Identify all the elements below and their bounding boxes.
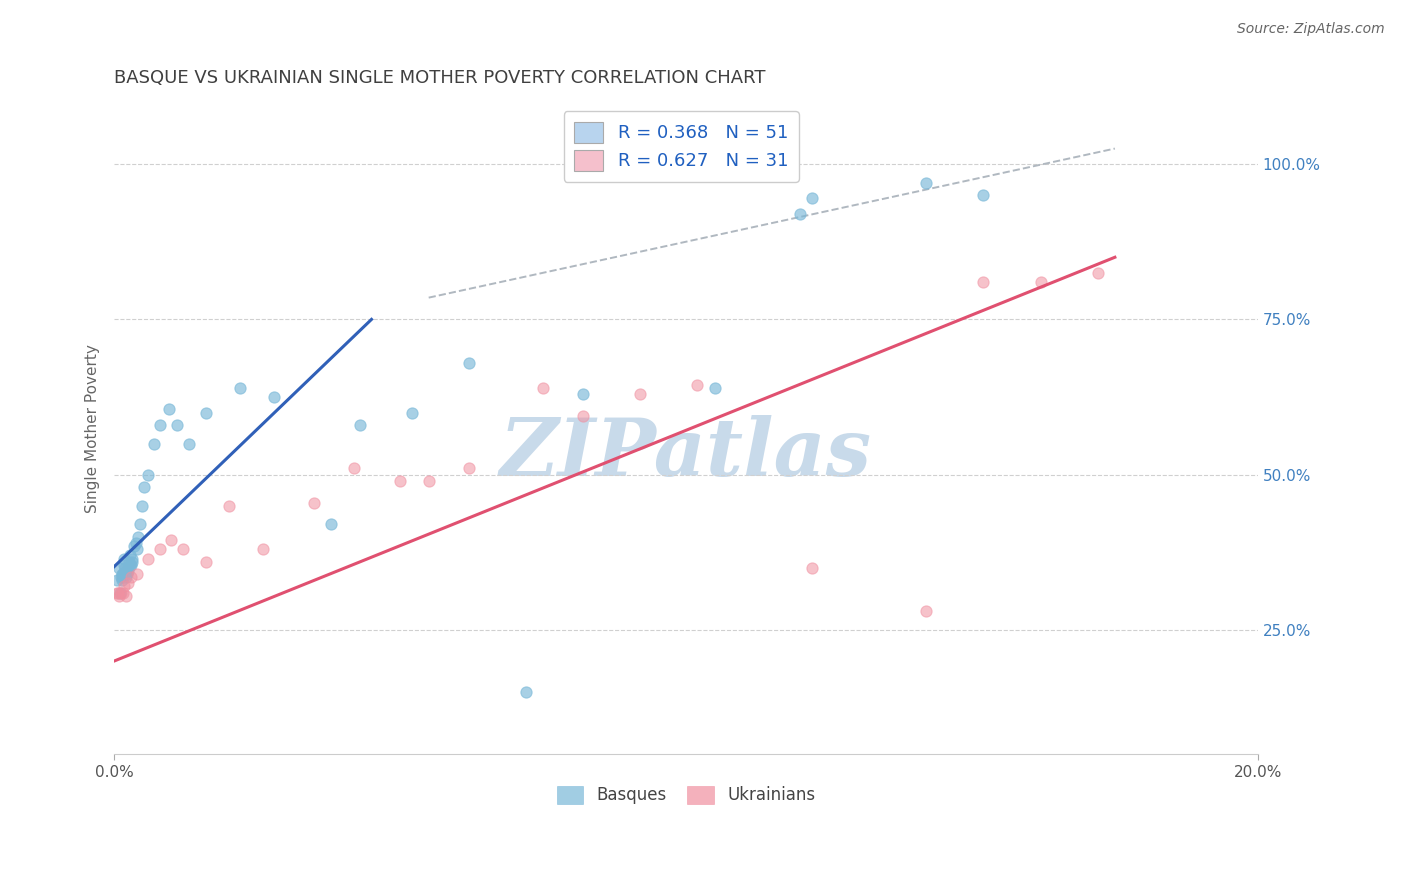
Point xyxy=(1029,275,1052,289)
Point xyxy=(114,564,136,578)
Point xyxy=(252,542,274,557)
Point xyxy=(120,549,142,563)
Point xyxy=(108,585,131,599)
Point xyxy=(125,567,148,582)
Point xyxy=(418,474,440,488)
Point xyxy=(131,499,153,513)
Point xyxy=(686,377,709,392)
Point xyxy=(114,551,136,566)
Point xyxy=(789,207,811,221)
Point xyxy=(115,570,138,584)
Point xyxy=(349,417,371,432)
Point xyxy=(149,417,172,432)
Point xyxy=(129,517,152,532)
Point xyxy=(117,561,139,575)
Point xyxy=(120,570,142,584)
Point xyxy=(143,436,166,450)
Point xyxy=(177,436,200,450)
Point xyxy=(108,589,131,603)
Point xyxy=(972,188,994,202)
Point xyxy=(229,381,252,395)
Point xyxy=(915,176,938,190)
Point xyxy=(114,589,136,603)
Point xyxy=(118,555,141,569)
Point xyxy=(132,480,155,494)
Point xyxy=(572,387,595,401)
Point xyxy=(800,561,823,575)
Point xyxy=(157,402,180,417)
Point xyxy=(160,533,183,547)
Text: BASQUE VS UKRAINIAN SINGLE MOTHER POVERTY CORRELATION CHART: BASQUE VS UKRAINIAN SINGLE MOTHER POVERT… xyxy=(114,69,766,87)
Point xyxy=(111,567,134,582)
Point xyxy=(122,539,145,553)
Text: ZIPatlas: ZIPatlas xyxy=(501,416,872,493)
Point xyxy=(111,585,134,599)
Point xyxy=(118,558,141,572)
Point xyxy=(107,561,129,575)
Point xyxy=(263,390,285,404)
Point xyxy=(110,570,132,584)
Point xyxy=(1087,266,1109,280)
Point xyxy=(515,685,537,699)
Point xyxy=(105,585,128,599)
Point xyxy=(457,461,479,475)
Point xyxy=(121,555,143,569)
Point xyxy=(915,604,938,618)
Point xyxy=(703,381,725,395)
Point xyxy=(110,585,132,599)
Point xyxy=(194,406,217,420)
Point xyxy=(114,561,136,575)
Legend: Basques, Ukrainians: Basques, Ukrainians xyxy=(550,779,823,811)
Point xyxy=(107,585,129,599)
Point xyxy=(105,574,128,588)
Point xyxy=(117,564,139,578)
Point xyxy=(127,530,149,544)
Point xyxy=(572,409,595,423)
Point xyxy=(125,536,148,550)
Point xyxy=(531,381,554,395)
Point xyxy=(343,461,366,475)
Point xyxy=(304,495,326,509)
Point xyxy=(218,499,240,513)
Point xyxy=(114,558,136,572)
Point xyxy=(125,542,148,557)
Point xyxy=(111,567,134,582)
Point xyxy=(149,542,172,557)
Point xyxy=(800,191,823,205)
Point xyxy=(401,406,423,420)
Point xyxy=(117,567,139,582)
Point xyxy=(457,356,479,370)
Y-axis label: Single Mother Poverty: Single Mother Poverty xyxy=(86,343,100,513)
Point xyxy=(166,417,188,432)
Point xyxy=(138,467,160,482)
Point xyxy=(972,275,994,289)
Point xyxy=(138,551,160,566)
Point xyxy=(117,576,139,591)
Point xyxy=(111,574,134,588)
Point xyxy=(628,387,651,401)
Point xyxy=(321,517,343,532)
Point xyxy=(172,542,194,557)
Point xyxy=(115,564,138,578)
Point xyxy=(114,579,136,593)
Point xyxy=(194,555,217,569)
Point xyxy=(121,551,143,566)
Point xyxy=(389,474,412,488)
Point xyxy=(112,567,135,582)
Text: Source: ZipAtlas.com: Source: ZipAtlas.com xyxy=(1237,22,1385,37)
Point xyxy=(120,558,142,572)
Point xyxy=(111,570,134,584)
